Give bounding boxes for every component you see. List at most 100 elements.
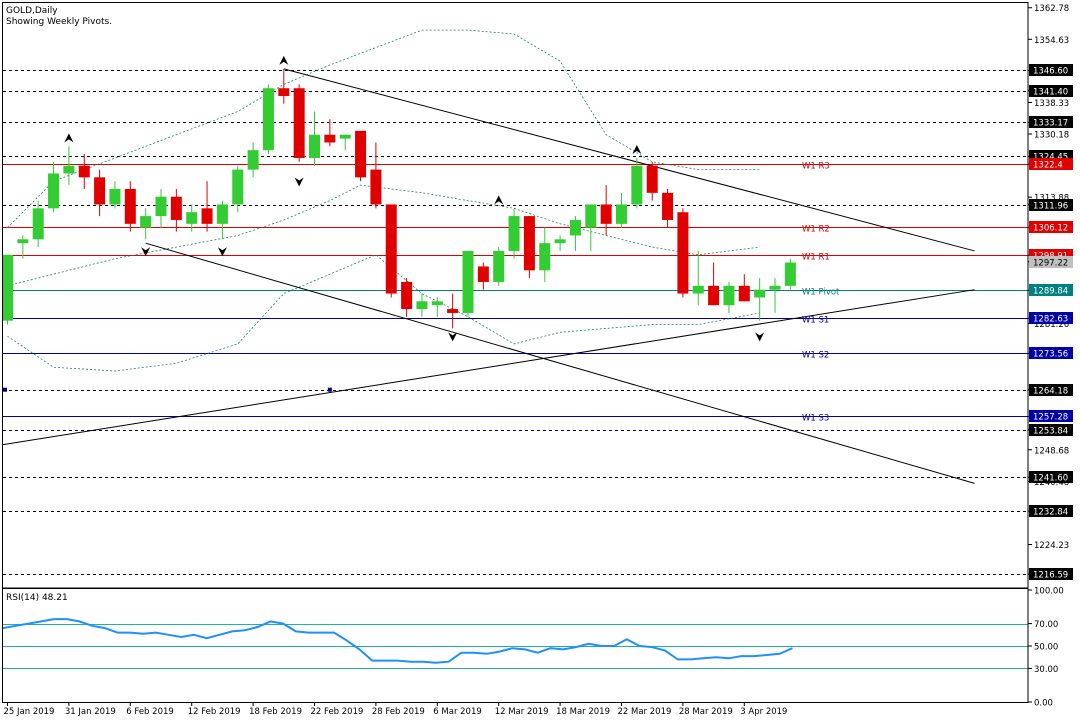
time-label: 31 Jan 2019 [65, 707, 116, 717]
time-label: 18 Feb 2019 [249, 707, 302, 717]
time-label: 12 Mar 2019 [495, 707, 549, 717]
rsi-line [2, 618, 793, 664]
candle-body [539, 243, 551, 271]
rsi-tick-label: 0.00 [1034, 699, 1053, 709]
candle-body [309, 134, 320, 158]
candle-body [124, 188, 136, 224]
current-price-tag-text: 1297.22 [1033, 259, 1068, 269]
pivot-note: Showing Weekly Pivots. [6, 17, 112, 27]
level-price-tag [1029, 199, 1073, 211]
candle-body [370, 169, 382, 205]
pivot-price-tag-text: 1306.12 [1033, 224, 1068, 234]
candle-body [754, 289, 766, 298]
fractal-arrows [64, 55, 765, 342]
fractal-down-arrow [294, 177, 304, 187]
candle-body [385, 204, 397, 294]
time-label: 18 Mar 2019 [556, 707, 610, 717]
candle-body [293, 88, 305, 158]
rsi-indicator: 100.00 70.00 50.00 30.00 0.00 [2, 587, 1064, 709]
time-label: 3 Apr 2019 [740, 707, 787, 717]
candle-body [247, 150, 259, 170]
candle-body [569, 219, 581, 236]
candle-body [324, 134, 336, 143]
anchor-marker [3, 387, 7, 392]
time-label: 6 Mar 2019 [433, 707, 481, 717]
candle-body [94, 177, 106, 205]
pivot-price-tag-text: 1322.4 [1033, 161, 1063, 171]
level-price-tag [1029, 568, 1073, 580]
bollinger-lower [7, 254, 760, 372]
pivot-label: W1 S2 [802, 351, 829, 361]
level-price-tag-text: 1241.60 [1033, 474, 1068, 484]
pivot-price-tag-text: 1257.28 [1033, 413, 1068, 423]
level-price-tag-text: 1216.59 [1033, 571, 1068, 581]
candle-body [708, 285, 720, 306]
level-price-tag-text: 1264.18 [1033, 387, 1068, 397]
time-label: 12 Feb 2019 [188, 707, 241, 717]
candle-body [662, 192, 674, 220]
candle-body [170, 196, 182, 220]
candle-body [262, 88, 274, 151]
pivot-label: W1 Pivot [802, 288, 840, 298]
candle-body [692, 285, 704, 294]
candle-body [431, 301, 443, 306]
pivot-price-tag-text: 1273.56 [1033, 350, 1068, 360]
trend-lines[interactable] [2, 68, 975, 484]
candle-body [17, 239, 29, 244]
candle-body [616, 204, 627, 224]
trend-line [145, 242, 975, 484]
price-tick-label: 1338.33 [1034, 99, 1069, 109]
candle-body [585, 204, 597, 228]
rsi-tick-label: 70.00 [1034, 620, 1058, 630]
candle-body [78, 165, 90, 178]
candle-body [109, 188, 121, 205]
candle-body [493, 250, 505, 282]
bollinger-upper [7, 29, 760, 228]
price-tick-label: 1224.23 [1034, 541, 1069, 551]
candle-body [155, 196, 167, 217]
candle-body [769, 285, 781, 290]
pivot-label: W1 R3 [802, 162, 830, 172]
level-price-tag [1029, 424, 1073, 436]
time-label: 25 Jan 2019 [4, 707, 55, 717]
fractal-up-arrow [64, 133, 74, 143]
candle-body [523, 216, 535, 271]
fractal-up-arrow [632, 144, 642, 154]
time-label: 28 Mar 2019 [679, 707, 733, 717]
candle-body [447, 309, 459, 313]
pivot-price-tag [1029, 312, 1073, 324]
pivot-label: W1 S3 [802, 414, 829, 424]
bollinger-bands [7, 29, 760, 372]
price-tick-label: 1248.68 [1034, 446, 1069, 456]
anchor-marker [327, 387, 332, 392]
pivot-label: W1 R2 [802, 225, 830, 235]
candle-body [48, 173, 60, 209]
rsi-pane-frame [2, 588, 1029, 703]
pivot-label: W1 R1 [802, 253, 830, 263]
pivot-price-tag [1029, 158, 1073, 170]
price-tick-label: 1330.18 [1034, 131, 1069, 141]
level-price-tag-text: 1311.96 [1033, 202, 1068, 212]
time-label: 22 Mar 2019 [618, 707, 672, 717]
rsi-tick-label: 100.00 [1034, 587, 1064, 597]
time-label: 6 Feb 2019 [126, 707, 174, 717]
candle-body [201, 208, 213, 224]
symbol-title: GOLD,Daily [6, 6, 58, 16]
price-tick-label: 1362.78 [1034, 4, 1069, 14]
trend-line [283, 68, 975, 252]
pivot-price-tag-text: 1282.63 [1033, 315, 1068, 325]
fractal-up-arrow [494, 195, 504, 205]
rsi-title: RSI(14) 48.21 [6, 593, 68, 603]
trend-line [2, 289, 975, 446]
pivot-price-tag-text: 1289.84 [1033, 287, 1068, 297]
fractal-down-arrow [448, 332, 458, 342]
fractal-down-arrow [217, 247, 227, 257]
time-label: 28 Feb 2019 [372, 707, 425, 717]
level-price-tag-text: 1324.45 [1033, 153, 1068, 163]
candle-body [216, 204, 228, 224]
level-price-tag [1029, 471, 1073, 483]
candle-body [723, 285, 735, 306]
